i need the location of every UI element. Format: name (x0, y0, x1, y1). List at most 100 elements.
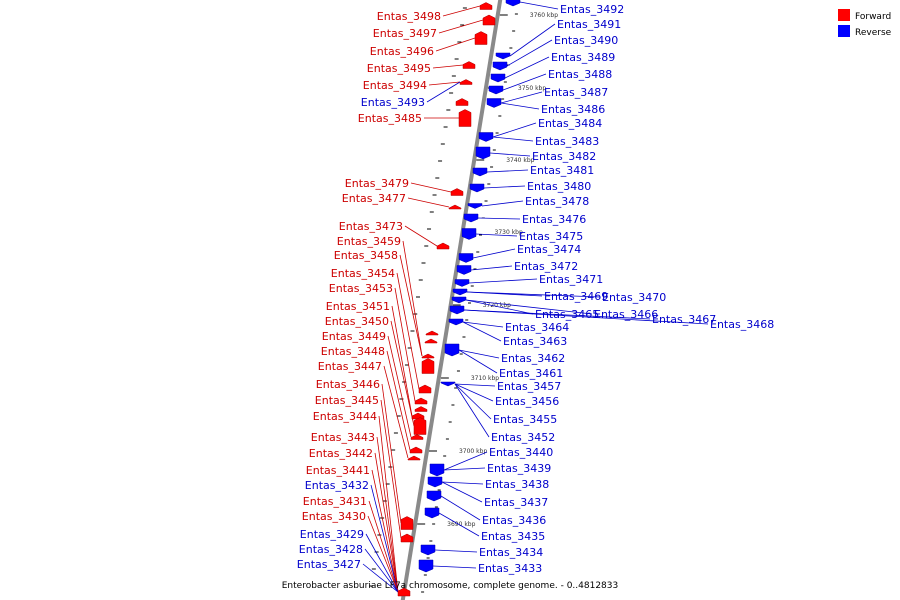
gene-labels: Entas_3498 Entas_3497 Entas_3496 Entas_3495… (297, 3, 774, 575)
forward-leader-line (396, 272, 420, 390)
reverse-leader-line (454, 383, 496, 387)
reverse-leader-line (454, 383, 492, 420)
forward-leader-line (399, 254, 423, 357)
reverse-leader-line (443, 467, 486, 471)
reverse-gene-label: Entas_3483 (535, 135, 599, 148)
forward-gene-label: Entas_3495 (367, 62, 431, 75)
reverse-leader-line (434, 549, 478, 553)
forward-gene-label: Entas_3477 (342, 192, 406, 205)
reverse-leader-line (502, 73, 547, 91)
reverse-gene-label: Entas_3470 (602, 291, 666, 304)
forward-gene-label: Entas_3431 (303, 495, 367, 508)
reverse-gene-label: Entas_3487 (544, 86, 608, 99)
reverse-gene-label: Entas_3457 (497, 380, 561, 393)
reverse-gene-label: Entas_3471 (539, 273, 603, 286)
forward-gene-label: Entas_3497 (373, 27, 437, 40)
reverse-gene-arrow (463, 213, 479, 223)
scale-tick-label: 3720 kbp (483, 302, 511, 309)
reverse-gene-arrow (440, 381, 456, 387)
reverse-leader-line (463, 309, 709, 325)
forward-gene-arrow (421, 358, 435, 374)
forward-leader-line (404, 225, 438, 247)
chromosome-backbone (400, 0, 503, 600)
forward-leader-line (383, 365, 409, 459)
reverse-leader-line (454, 383, 494, 402)
gene-features (397, 0, 521, 597)
reverse-gene-label: Entas_3484 (538, 117, 602, 130)
forward-gene-label: Entas_3447 (318, 360, 382, 373)
reverse-gene-arrow (478, 132, 494, 142)
reverse-leader-line (492, 122, 537, 138)
forward-gene-label: Entas_3485 (358, 112, 422, 125)
reverse-gene-arrow (427, 476, 443, 488)
reverse-leader-line (443, 451, 488, 471)
reverse-gene-label: Entas_3452 (491, 431, 555, 444)
reverse-gene-label: Entas_3486 (541, 103, 605, 116)
forward-gene-arrow (414, 406, 428, 412)
reverse-leader-line (465, 299, 593, 315)
forward-gene-label: Entas_3451 (326, 300, 390, 313)
forward-gene-label: Entas_3498 (377, 10, 441, 23)
reverse-gene-label: Entas_3464 (505, 321, 569, 334)
scale-tick-label: 3690 kbp (447, 521, 475, 528)
reverse-leader-line (462, 321, 504, 328)
reverse-gene-arrow (472, 167, 488, 177)
reverse-gene-arrow (490, 73, 506, 83)
reverse-leader-line (441, 481, 484, 485)
forward-gene-arrow (397, 587, 411, 597)
scale-tick-label: 3730 kbp (495, 229, 523, 236)
reverse-leader-line (440, 495, 481, 521)
forward-gene-arrow (436, 242, 450, 250)
legend-forward-swatch (838, 9, 850, 21)
reverse-gene-label: Entas_3478 (525, 195, 589, 208)
forward-leader-line (368, 500, 399, 593)
reverse-leader-line (432, 565, 477, 569)
reverse-gene-arrow (495, 52, 511, 60)
forward-gene-arrow (462, 61, 476, 69)
reverse-gene-arrow (451, 296, 467, 304)
reverse-leader-line (458, 349, 498, 374)
reverse-gene-label: Entas_3437 (484, 496, 548, 509)
legend-forward-label: Forward (855, 12, 891, 22)
reverse-leader-line (441, 481, 483, 503)
reverse-gene-label: Entas_3436 (482, 514, 546, 527)
forward-gene-label: Entas_3441 (306, 464, 370, 477)
reverse-leader-line (492, 136, 534, 142)
reverse-leader-line (465, 299, 534, 315)
scale-tick-label: 3710 kbp (471, 375, 499, 382)
forward-leader-line (371, 469, 399, 593)
map-caption: Enterobacter asburiae LF7a chromosome, c… (282, 581, 618, 591)
forward-gene-arrow (400, 516, 414, 530)
reverse-gene-label: Entas_3481 (530, 164, 594, 177)
reverse-leader-line (500, 102, 540, 110)
forward-gene-arrow (410, 434, 424, 440)
forward-leader-line (438, 19, 484, 34)
reverse-leader-line (509, 23, 556, 57)
legend-reverse-swatch (838, 25, 850, 37)
reverse-gene-label: Entas_3491 (557, 18, 621, 31)
reverse-gene-label: Entas_3463 (503, 335, 567, 348)
forward-leader-line (435, 37, 476, 52)
reverse-leader-line (458, 349, 500, 359)
reverse-gene-label: Entas_3461 (499, 367, 563, 380)
forward-gene-label: Entas_3432 (305, 479, 369, 492)
reverse-gene-arrow (454, 279, 470, 287)
forward-leader-line (390, 320, 415, 427)
reverse-leader-line (470, 265, 513, 271)
reverse-leader-line (472, 248, 516, 259)
reverse-leader-line (477, 217, 521, 220)
reverse-leader-line (475, 233, 518, 237)
forward-gene-label: Entas_3449 (322, 330, 386, 343)
forward-leader-line (432, 64, 464, 69)
reverse-gene-arrow (456, 265, 472, 275)
reverse-gene-arrow (469, 183, 485, 193)
reverse-gene-arrow (449, 305, 465, 315)
reverse-leader-line (481, 200, 524, 207)
reverse-gene-label: Entas_3434 (479, 546, 543, 559)
forward-gene-label: Entas_3428 (299, 543, 363, 556)
forward-gene-arrow (411, 412, 425, 420)
legend-reverse-label: Reverse (855, 28, 892, 38)
forward-gene-label: Entas_3448 (321, 345, 385, 358)
reverse-gene-label: Entas_3467 (652, 313, 716, 326)
forward-gene-arrow (474, 31, 488, 45)
